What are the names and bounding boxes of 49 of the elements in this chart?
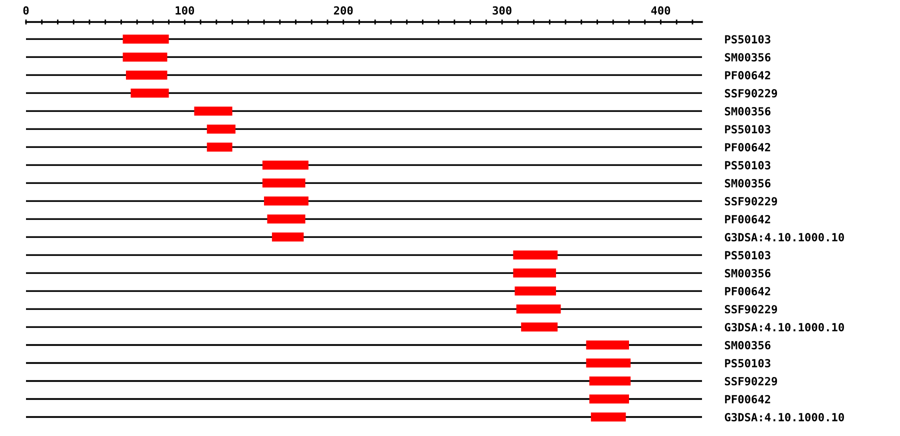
y-tick-label: PF00642 xyxy=(725,143,770,152)
y-tick-label: PF00642 xyxy=(725,71,770,80)
bar xyxy=(262,160,308,170)
bar xyxy=(126,70,168,80)
bar xyxy=(514,286,556,296)
y-tick-label: SM00356 xyxy=(724,107,770,116)
y-tick-label: PS50103 xyxy=(725,358,770,368)
y-tick-label: PS50103 xyxy=(725,251,770,260)
bar xyxy=(513,250,558,260)
y-tick-label: PF00642 xyxy=(725,394,770,404)
bar xyxy=(589,394,630,404)
bar xyxy=(264,196,308,206)
y-tick-label: SM00356 xyxy=(724,269,770,278)
x-tick-label: 400 xyxy=(651,6,670,15)
y-tick-label: G3DSA:4.10.1000.10 xyxy=(724,323,844,332)
bar xyxy=(206,142,232,152)
bar xyxy=(194,106,232,116)
y-tick-label: SSF90229 xyxy=(724,305,778,314)
y-tick-label: SM00356 xyxy=(724,340,770,350)
y-tick-label: SM00356 xyxy=(724,53,770,62)
bar xyxy=(516,304,561,314)
bar xyxy=(521,322,558,332)
bar xyxy=(130,88,169,98)
y-tick-label: PS50103 xyxy=(725,161,770,170)
bar xyxy=(586,340,630,350)
bar xyxy=(262,178,306,188)
bar xyxy=(590,412,626,422)
y-tick-label: PF00642 xyxy=(725,287,770,296)
y-tick-label: SSF90229 xyxy=(724,376,778,386)
bar xyxy=(586,358,631,368)
bar xyxy=(513,268,556,278)
x-tick-label: 200 xyxy=(334,6,353,15)
y-tick-label: PS50103 xyxy=(725,125,770,134)
y-tick-label: SSF90229 xyxy=(724,89,778,98)
y-tick-label: PS50103 xyxy=(725,35,770,44)
y-tick-label: G3DSA:4.10.1000.10 xyxy=(724,412,844,422)
bar xyxy=(206,124,236,134)
bar xyxy=(122,34,169,44)
y-tick-label: SM00356 xyxy=(724,179,770,188)
y-tick-label: G3DSA:4.10.1000.10 xyxy=(724,233,844,242)
x-tick-label: 0 xyxy=(23,6,29,15)
bar xyxy=(267,214,306,224)
y-tick-label: SSF90229 xyxy=(724,197,778,206)
x-tick-label: 100 xyxy=(176,6,194,15)
bar xyxy=(122,52,168,62)
y-tick-label: PF00642 xyxy=(725,215,770,224)
bar xyxy=(272,232,304,242)
bar xyxy=(589,376,631,386)
x-tick-label: 300 xyxy=(492,6,512,15)
